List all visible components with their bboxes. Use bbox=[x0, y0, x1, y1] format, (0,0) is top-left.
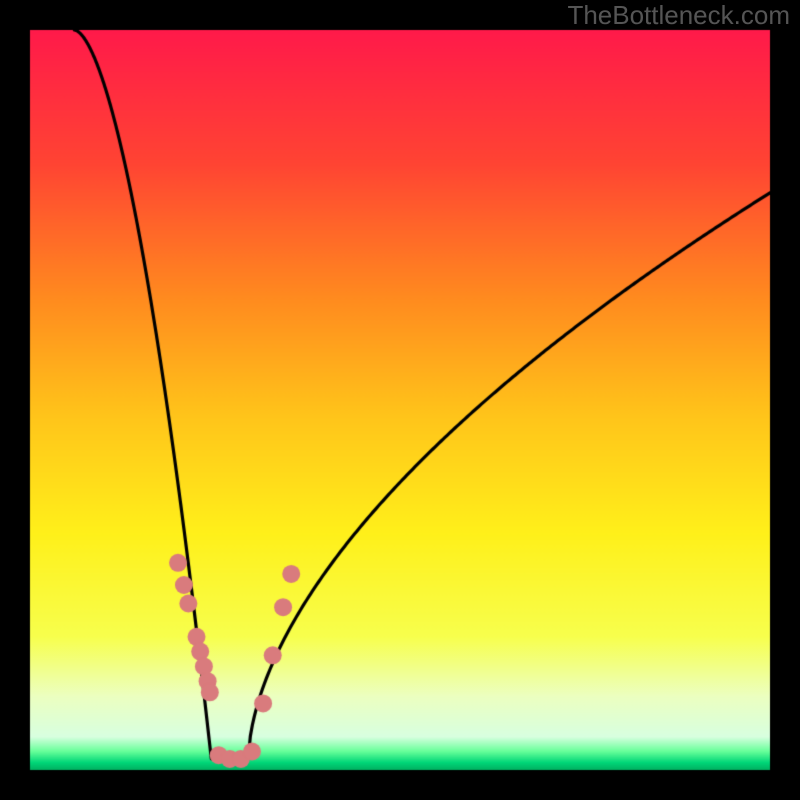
watermark-text: TheBottleneck.com bbox=[567, 0, 790, 31]
bottleneck-chart-canvas bbox=[0, 0, 800, 800]
